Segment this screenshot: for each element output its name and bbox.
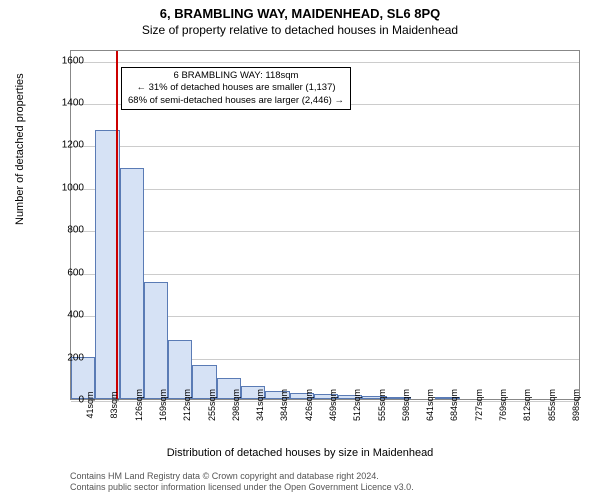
x-tick-label: 298sqm bbox=[231, 389, 241, 421]
chart-title-address: 6, BRAMBLING WAY, MAIDENHEAD, SL6 8PQ bbox=[0, 0, 600, 21]
y-tick-label: 1200 bbox=[44, 140, 84, 151]
y-tick-label: 600 bbox=[44, 267, 84, 278]
x-tick-label: 384sqm bbox=[279, 389, 289, 421]
y-tick-label: 1400 bbox=[44, 98, 84, 109]
x-axis-label: Distribution of detached houses by size … bbox=[0, 447, 600, 459]
annotation-box: 6 BRAMBLING WAY: 118sqm← 31% of detached… bbox=[121, 67, 351, 110]
x-tick-label: 126sqm bbox=[134, 389, 144, 421]
x-tick-label: 812sqm bbox=[522, 389, 532, 421]
x-tick-label: 469sqm bbox=[328, 389, 338, 421]
y-tick-label: 800 bbox=[44, 225, 84, 236]
gridline bbox=[71, 189, 579, 190]
gridline bbox=[71, 274, 579, 275]
x-tick-label: 727sqm bbox=[474, 389, 484, 421]
y-axis-label: Number of detached properties bbox=[14, 73, 26, 225]
x-tick-label: 426sqm bbox=[304, 389, 314, 421]
footer-line1: Contains HM Land Registry data © Crown c… bbox=[70, 471, 414, 483]
histogram-bar bbox=[144, 282, 168, 399]
y-tick-label: 400 bbox=[44, 310, 84, 321]
x-tick-label: 512sqm bbox=[352, 389, 362, 421]
chart-subtitle: Size of property relative to detached ho… bbox=[0, 21, 600, 37]
x-tick-label: 769sqm bbox=[498, 389, 508, 421]
y-tick-label: 1600 bbox=[44, 55, 84, 66]
reference-line bbox=[116, 51, 118, 399]
gridline bbox=[71, 231, 579, 232]
x-tick-label: 169sqm bbox=[158, 389, 168, 421]
x-tick-label: 212sqm bbox=[182, 389, 192, 421]
x-tick-label: 598sqm bbox=[401, 389, 411, 421]
gridline bbox=[71, 146, 579, 147]
x-tick-label: 855sqm bbox=[547, 389, 557, 421]
x-tick-label: 555sqm bbox=[377, 389, 387, 421]
x-tick-label: 898sqm bbox=[571, 389, 581, 421]
y-tick-label: 200 bbox=[44, 352, 84, 363]
x-tick-label: 641sqm bbox=[425, 389, 435, 421]
annotation-line1: 6 BRAMBLING WAY: 118sqm bbox=[128, 70, 344, 82]
x-tick-label: 83sqm bbox=[109, 391, 119, 418]
footer-attribution: Contains HM Land Registry data © Crown c… bbox=[70, 471, 414, 494]
x-tick-label: 684sqm bbox=[449, 389, 459, 421]
chart-area: 6 BRAMBLING WAY: 118sqm← 31% of detached… bbox=[70, 50, 580, 400]
footer-line2: Contains public sector information licen… bbox=[70, 482, 414, 494]
x-tick-label: 41sqm bbox=[85, 391, 95, 418]
plot-region: 6 BRAMBLING WAY: 118sqm← 31% of detached… bbox=[70, 50, 580, 400]
x-tick-label: 255sqm bbox=[207, 389, 217, 421]
gridline bbox=[71, 62, 579, 63]
annotation-line3: 68% of semi-detached houses are larger (… bbox=[128, 95, 344, 107]
y-tick-label: 0 bbox=[44, 395, 84, 406]
annotation-line2: ← 31% of detached houses are smaller (1,… bbox=[128, 82, 344, 94]
histogram-bar bbox=[120, 168, 144, 399]
x-tick-label: 341sqm bbox=[255, 389, 265, 421]
y-tick-label: 1000 bbox=[44, 182, 84, 193]
